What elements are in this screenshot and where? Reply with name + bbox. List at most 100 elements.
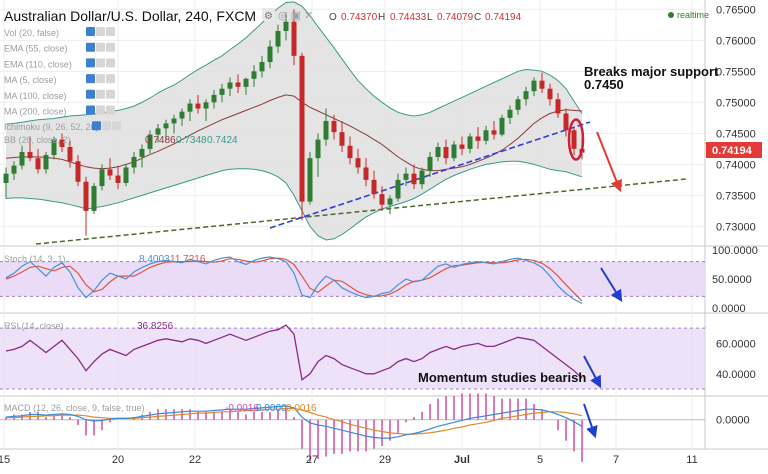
candle[interactable] xyxy=(475,127,481,149)
candle[interactable] xyxy=(27,136,33,162)
indicator-settings-icon[interactable] xyxy=(96,58,105,68)
indicator-eye-icon[interactable] xyxy=(86,89,95,99)
legend-visibility-icons[interactable]: ◎ ▣ ✕ xyxy=(278,10,313,22)
time-axis[interactable]: 15 20 22 27 29 Jul 5 7 11 xyxy=(0,454,698,466)
candle[interactable] xyxy=(331,114,337,140)
candle[interactable] xyxy=(403,167,409,187)
candle[interactable] xyxy=(259,55,265,78)
candle[interactable] xyxy=(507,105,513,125)
indicator-eye-icon[interactable] xyxy=(86,27,95,36)
candle[interactable] xyxy=(395,173,401,202)
candle[interactable] xyxy=(563,108,569,137)
candle[interactable] xyxy=(499,114,505,137)
candle[interactable] xyxy=(123,164,129,187)
candle[interactable] xyxy=(323,108,329,146)
indicator-close-icon[interactable] xyxy=(112,121,121,131)
indicator-eye-icon[interactable] xyxy=(86,74,95,84)
candle[interactable] xyxy=(339,120,345,152)
indicator-settings-icon[interactable] xyxy=(96,74,105,84)
candle[interactable] xyxy=(371,170,377,199)
candle[interactable] xyxy=(171,114,177,134)
candle[interactable] xyxy=(179,108,185,126)
candle[interactable] xyxy=(419,167,425,190)
blue-support-trendline[interactable] xyxy=(269,121,591,229)
candle[interactable] xyxy=(139,144,145,168)
chart-settings-button[interactable] xyxy=(262,8,275,21)
candle[interactable] xyxy=(459,136,465,156)
indicator-close-icon[interactable] xyxy=(106,74,115,84)
candle[interactable] xyxy=(91,182,97,214)
candle[interactable] xyxy=(11,161,17,180)
candle[interactable] xyxy=(187,99,193,121)
candle[interactable] xyxy=(291,9,297,66)
indicator-settings-icon[interactable] xyxy=(96,89,105,99)
green-support-trendline[interactable] xyxy=(35,178,687,245)
candle[interactable] xyxy=(147,130,153,154)
candle[interactable] xyxy=(275,24,281,53)
candle[interactable] xyxy=(219,83,225,103)
indicator-eye-icon[interactable] xyxy=(86,42,95,52)
candle[interactable] xyxy=(307,151,313,205)
stoch-k-line[interactable] xyxy=(5,256,583,304)
candle[interactable] xyxy=(379,186,385,211)
indicator-eye-icon[interactable] xyxy=(92,121,101,131)
indicator-settings-icon[interactable] xyxy=(96,27,105,36)
candle[interactable] xyxy=(131,151,137,174)
bollinger-lower-line[interactable] xyxy=(5,160,583,241)
candle[interactable] xyxy=(107,158,113,180)
candle[interactable] xyxy=(467,133,473,154)
macd-histogram[interactable] xyxy=(5,393,583,462)
candle[interactable] xyxy=(411,164,417,190)
candle[interactable] xyxy=(43,151,49,174)
candle[interactable] xyxy=(243,77,249,95)
candle[interactable] xyxy=(3,167,9,199)
candle[interactable] xyxy=(19,145,25,170)
price-axis[interactable]: 0.76500 0.76000 0.75500 0.75000 0.74500 0.740… xyxy=(712,4,758,426)
candle[interactable] xyxy=(555,93,561,118)
candle[interactable] xyxy=(363,158,369,187)
indicator-eye-icon[interactable] xyxy=(86,105,95,115)
candle[interactable] xyxy=(163,119,169,140)
candle[interactable] xyxy=(35,148,41,174)
candle[interactable] xyxy=(443,139,449,165)
indicator-settings-icon[interactable] xyxy=(96,105,105,115)
macd-lines[interactable] xyxy=(5,405,583,439)
candle[interactable] xyxy=(515,96,521,115)
candle[interactable] xyxy=(571,127,577,156)
candle[interactable] xyxy=(451,140,457,162)
indicator-close-icon[interactable] xyxy=(106,89,115,99)
candle[interactable] xyxy=(315,133,321,177)
candle[interactable] xyxy=(227,77,233,97)
candle[interactable] xyxy=(115,165,121,190)
stoch-lines[interactable] xyxy=(5,256,583,304)
candle[interactable] xyxy=(531,77,537,97)
candle[interactable] xyxy=(387,195,393,214)
candle[interactable] xyxy=(491,120,497,140)
indicator-close-icon[interactable] xyxy=(106,105,115,115)
rsi-line[interactable] xyxy=(5,324,583,381)
indicator-close-icon[interactable] xyxy=(106,58,115,68)
candle[interactable] xyxy=(483,125,489,145)
candle[interactable] xyxy=(211,89,217,109)
candle[interactable] xyxy=(59,133,65,152)
candle[interactable] xyxy=(435,142,441,162)
indicator-eye-icon[interactable] xyxy=(86,58,95,68)
indicator-close-icon[interactable] xyxy=(106,42,115,52)
candle[interactable] xyxy=(67,140,73,168)
candle[interactable] xyxy=(251,65,257,87)
rsi-lines[interactable] xyxy=(5,324,583,381)
candle[interactable] xyxy=(547,83,553,106)
candle[interactable] xyxy=(539,72,545,94)
candle[interactable] xyxy=(427,151,433,177)
candle[interactable] xyxy=(299,52,305,221)
candle[interactable] xyxy=(283,12,289,41)
indicator-close-icon[interactable] xyxy=(106,27,115,36)
candle[interactable] xyxy=(75,155,81,187)
candle[interactable] xyxy=(99,164,105,191)
macd-line[interactable] xyxy=(5,405,583,439)
candle[interactable] xyxy=(523,86,529,106)
candle[interactable] xyxy=(355,148,361,174)
candlestick-series[interactable] xyxy=(3,9,585,236)
candle[interactable] xyxy=(155,124,161,143)
